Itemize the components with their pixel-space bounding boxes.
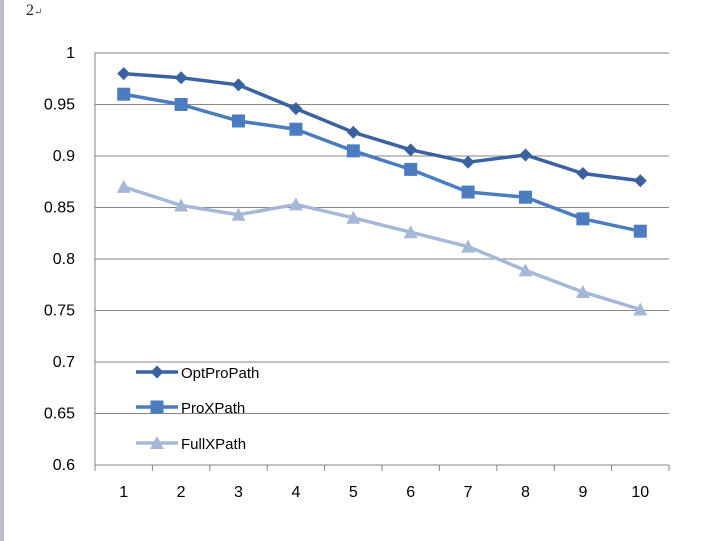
data-point: [461, 185, 475, 199]
axes: 0.6 0.65 0.7 0.75 0.8 0.85 0.9 0.95 1 1 2 3 4 5 6 7 8 9 10: [44, 45, 670, 501]
data-point: [117, 67, 131, 81]
data-point: [288, 197, 303, 211]
data-point: [116, 179, 131, 193]
series-line: [123, 92, 641, 233]
data-point: [346, 125, 360, 139]
legend-label: FullXPath: [181, 436, 246, 453]
y-tick-label: 0.7: [53, 354, 75, 371]
data-point: [519, 148, 532, 162]
y-tick-label: 0.6: [53, 457, 75, 474]
data-point: [117, 87, 131, 101]
x-tick-label: 8: [521, 484, 530, 501]
legend-item-fullxpath: FullXPath: [136, 436, 246, 453]
series-group: [116, 67, 648, 316]
data-point: [576, 167, 590, 181]
x-tick-label: 5: [349, 484, 358, 501]
data-point: [289, 102, 303, 116]
x-tick-label: 4: [291, 484, 300, 501]
x-tick-label: 3: [234, 484, 243, 501]
legend-marker: [150, 400, 164, 414]
data-point: [174, 198, 189, 212]
series-fullxpath: [116, 179, 648, 316]
series-line: [123, 71, 641, 183]
legend-item-optpropath: OptProPath: [136, 365, 259, 382]
data-point: [404, 143, 418, 157]
page-number-mark: 2↵: [26, 2, 42, 20]
return-glyph: ↵: [34, 7, 43, 18]
data-point: [403, 225, 418, 239]
data-point: [633, 224, 647, 238]
data-point: [518, 263, 533, 277]
data-point: [519, 190, 532, 204]
x-tick-label: 7: [464, 484, 473, 501]
y-tick-label: 0.75: [44, 303, 75, 320]
data-point: [231, 207, 246, 221]
y-tick-label: 0.9: [53, 148, 75, 165]
x-tick-label: 2: [177, 484, 186, 501]
data-point: [633, 174, 647, 188]
x-tick-label: 9: [578, 484, 587, 501]
legend-label: OptProPath: [181, 365, 259, 382]
page-number: 2: [26, 2, 34, 19]
data-point: [461, 239, 476, 253]
data-point: [289, 122, 303, 136]
legend-marker: [150, 365, 164, 379]
data-point: [461, 155, 475, 169]
series-optpropath: [117, 67, 647, 188]
x-tick-label: 6: [406, 484, 415, 501]
y-tick-label: 1: [66, 45, 75, 62]
y-tick-label: 0.85: [44, 200, 75, 217]
legend: OptProPath ProXPath FullXPath: [136, 365, 259, 453]
x-tick-label: 1: [119, 484, 128, 501]
data-point: [346, 210, 361, 224]
y-tick-label: 0.8: [53, 251, 75, 268]
series-line: [123, 185, 641, 312]
data-point: [404, 162, 418, 176]
legend-label: ProXPath: [181, 400, 245, 417]
data-point: [174, 71, 188, 85]
data-point: [346, 144, 360, 158]
y-tick-label: 0.95: [44, 97, 75, 114]
series-proxpath: [117, 87, 647, 238]
legend-item-proxpath: ProXPath: [136, 400, 245, 417]
data-point: [232, 78, 245, 92]
data-point: [575, 284, 590, 298]
data-point: [232, 114, 245, 128]
x-tick-label: 10: [631, 484, 649, 501]
page-margin-rule: [0, 0, 4, 541]
data-point: [174, 98, 188, 111]
legend-marker: [150, 436, 164, 449]
y-tick-label: 0.65: [44, 406, 75, 423]
data-point: [576, 212, 590, 226]
data-point: [633, 302, 648, 316]
